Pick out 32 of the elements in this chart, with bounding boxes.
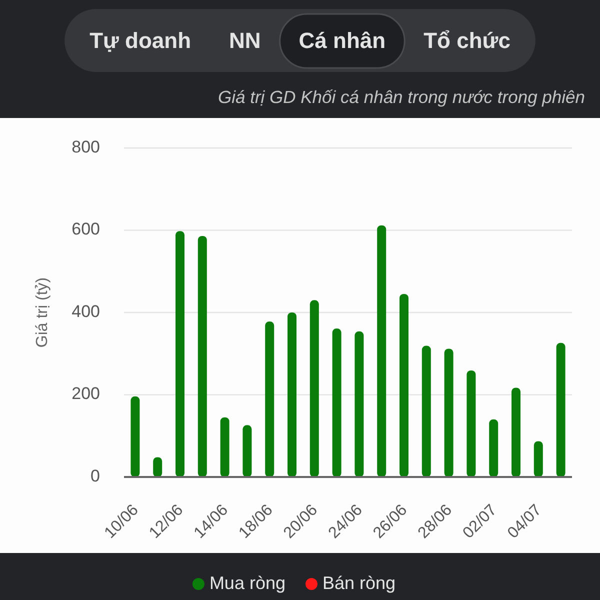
- bar: [466, 370, 476, 477]
- bar: [377, 225, 386, 477]
- y-tick-label: 800: [72, 137, 100, 156]
- y-tick-label: 600: [72, 220, 100, 239]
- bar: [310, 300, 319, 477]
- bar: [354, 331, 364, 477]
- text: Cá nhân: [298, 28, 386, 53]
- bar: [176, 231, 184, 477]
- chart-title: Giá trị GD Khối cá nhân trong nước trong phiên: [218, 87, 585, 107]
- bar: [130, 396, 140, 477]
- y-tick-label: 0: [90, 466, 100, 486]
- bar: [198, 236, 207, 477]
- bar: [444, 348, 454, 477]
- y-axis-title: Giá trị (tỷ): [34, 277, 52, 348]
- bar: [288, 312, 296, 477]
- bar: [489, 419, 498, 477]
- bar: [265, 322, 274, 477]
- text: Tổ chức: [424, 28, 510, 53]
- bar: [242, 425, 252, 477]
- y-tick-label: 200: [72, 384, 100, 404]
- bar: [400, 294, 408, 477]
- bar: [512, 388, 520, 477]
- bar: [534, 441, 543, 477]
- text: Tự doanh: [90, 28, 192, 53]
- text: NN: [229, 28, 261, 53]
- bar: [556, 342, 566, 477]
- bar: [220, 417, 230, 477]
- legend-label: Mua ròng: [209, 572, 286, 593]
- bar: [332, 328, 342, 477]
- bar: [422, 346, 431, 477]
- y-tick-label: 400: [72, 302, 100, 321]
- legend-label: Bán ròng: [322, 572, 396, 593]
